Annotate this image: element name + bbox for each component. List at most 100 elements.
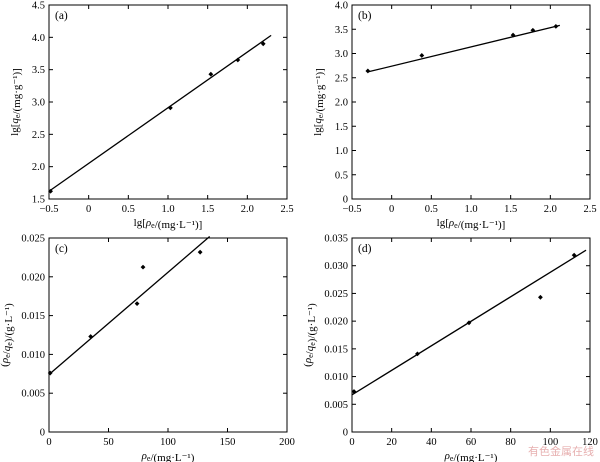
plot-frame-b xyxy=(351,4,591,200)
x-tick-label-b: 0 xyxy=(389,204,394,215)
data-point-c xyxy=(134,301,140,307)
y-tick-label-c: 0.005 xyxy=(21,389,45,400)
data-point-d xyxy=(415,351,420,357)
y-tick-label-b: 3.5 xyxy=(335,25,348,36)
x-axis-label-c: ρe/(mg·L⁻¹) xyxy=(141,450,195,462)
data-point-b xyxy=(530,27,536,33)
data-point-b xyxy=(419,53,425,58)
x-tick-label-d: 20 xyxy=(386,437,397,448)
data-point-a xyxy=(48,188,53,194)
watermark: 有色金属在线 xyxy=(528,445,594,458)
x-tick-label-d: 0 xyxy=(349,437,354,448)
data-point-a xyxy=(260,41,266,47)
data-point-c xyxy=(140,264,146,270)
y-tick-label-d: 0.030 xyxy=(324,261,348,272)
y-tick-label-b: 3.0 xyxy=(335,49,348,60)
x-tick-label-b: 2.0 xyxy=(544,204,557,215)
panel-label-a: (a) xyxy=(55,10,68,22)
x-tick-label-d: 80 xyxy=(505,437,516,448)
panel-label-d: (d) xyxy=(358,243,372,255)
y-tick-label-c: 0.020 xyxy=(21,272,45,283)
x-tick-label-d: 60 xyxy=(466,437,477,448)
plot-frame-c xyxy=(48,237,288,433)
y-tick-label-b: 0 xyxy=(343,195,348,206)
x-tick-label-a: 1.5 xyxy=(201,204,214,215)
x-tick-label-b: −0.5 xyxy=(342,204,361,215)
x-tick-label-c: 100 xyxy=(160,437,176,448)
y-tick-label-b: 0.5 xyxy=(335,170,348,181)
x-tick-label-b: 1.5 xyxy=(504,204,517,215)
x-tick-label-b: 1.0 xyxy=(464,204,477,215)
y-tick-label-d: 0.010 xyxy=(324,372,348,383)
data-point-d xyxy=(538,294,543,300)
x-tick-label-a: 1.0 xyxy=(161,204,174,215)
data-point-b xyxy=(365,68,371,74)
y-tick-label-d: 0 xyxy=(343,428,348,439)
x-tick-label-d: 120 xyxy=(582,437,598,448)
x-axis-label-a: lg[ρe/(mg·L⁻¹)] xyxy=(134,217,203,231)
x-tick-label-d: 100 xyxy=(542,437,558,448)
y-tick-label-b: 1.0 xyxy=(335,146,348,157)
data-point-d xyxy=(571,252,577,258)
data-point-a xyxy=(235,57,241,63)
y-tick-label-b: 1.5 xyxy=(335,122,348,133)
x-tick-label-d: 40 xyxy=(426,437,437,448)
panel-a: −0.5 0 0.5 1.0 1.5 2.0 2.5 1.5 2.0 2.5 3.0 3.5 4.0 4.… xyxy=(9,1,294,232)
y-axis-label-b: lg[qe/(mg·g⁻¹)] xyxy=(312,68,326,136)
x-axis-label-b: lg[ρe/(mg·L⁻¹)] xyxy=(437,217,506,231)
plot-frame-a xyxy=(48,4,288,200)
y-tick-label-a: 3.5 xyxy=(32,65,45,76)
y-tick-label-c: 0 xyxy=(40,428,45,439)
data-point-c xyxy=(47,370,53,376)
data-point-a xyxy=(167,105,173,111)
y-tick-label-a: 2.0 xyxy=(32,162,45,173)
y-tick-label-c: 0.015 xyxy=(21,311,45,322)
x-tick-label-c: 0 xyxy=(46,437,51,448)
data-point-a xyxy=(208,71,214,77)
data-point-b xyxy=(553,23,559,29)
x-tick-label-a: 0 xyxy=(86,204,91,215)
x-tick-label-a: 2.0 xyxy=(241,204,254,215)
y-tick-label-a: 2.5 xyxy=(32,130,45,141)
y-tick-label-a: 1.5 xyxy=(32,195,45,206)
y-tick-label-c: 0.010 xyxy=(21,350,45,361)
plot-frame-d xyxy=(351,237,591,433)
data-point-d xyxy=(466,320,472,326)
y-tick-label-d: 0.020 xyxy=(324,317,348,328)
y-axis-label-c: (ρe/qe)/(g·L⁻¹) xyxy=(0,303,15,367)
fit-line-c xyxy=(48,236,211,376)
y-tick-label-d: 0.025 xyxy=(324,289,348,300)
x-tick-label-b: 2.5 xyxy=(583,204,596,215)
data-point-d xyxy=(351,389,357,394)
y-tick-label-b: 2.5 xyxy=(335,73,348,84)
x-tick-label-a: 0.5 xyxy=(122,204,135,215)
y-tick-label-b: 4.0 xyxy=(335,1,348,12)
x-tick-label-b: 0.5 xyxy=(425,204,438,215)
y-axis-label-d: (ρe/qe)/(g·L⁻¹) xyxy=(302,303,318,367)
data-point-c xyxy=(197,249,203,255)
y-tick-label-b: 2.0 xyxy=(335,98,348,109)
y-tick-label-d: 0.005 xyxy=(324,400,348,411)
x-tick-label-a: 2.5 xyxy=(280,204,293,215)
y-tick-label-a: 4.0 xyxy=(32,33,45,44)
x-axis-label-d: ρe/(mg·L⁻¹) xyxy=(444,450,498,462)
y-tick-label-d: 0.015 xyxy=(324,344,348,355)
y-tick-label-d: 0.035 xyxy=(324,234,348,245)
y-tick-label-a: 4.5 xyxy=(32,1,45,12)
y-tick-label-a: 3.0 xyxy=(32,98,45,109)
panel-c: 0 50 100 150 200 0 0.005 0.010 0.015 0.020 0.025 ρe… xyxy=(0,234,295,462)
data-point-b xyxy=(510,32,516,38)
x-tick-label-c: 50 xyxy=(103,437,114,448)
panel-d: 0 20 40 60 80 100 120 0 0.005 0.010 0.015 0.020 0.02… xyxy=(302,234,598,462)
data-point-c xyxy=(88,334,94,339)
x-tick-label-c: 150 xyxy=(220,437,236,448)
fit-line-a xyxy=(48,34,272,192)
panel-label-c: (c) xyxy=(55,243,68,255)
fit-line-b xyxy=(367,24,561,73)
panel-label-b: (b) xyxy=(358,10,372,22)
panel-b: −0.5 0 0.5 1.0 1.5 2.0 2.500.51.01.52.02.53.03… xyxy=(312,1,597,232)
x-tick-label-a: −0.5 xyxy=(39,204,58,215)
y-axis-label-a: lg[qe/(mg·g⁻¹)] xyxy=(9,68,23,136)
x-tick-label-c: 200 xyxy=(279,437,295,448)
